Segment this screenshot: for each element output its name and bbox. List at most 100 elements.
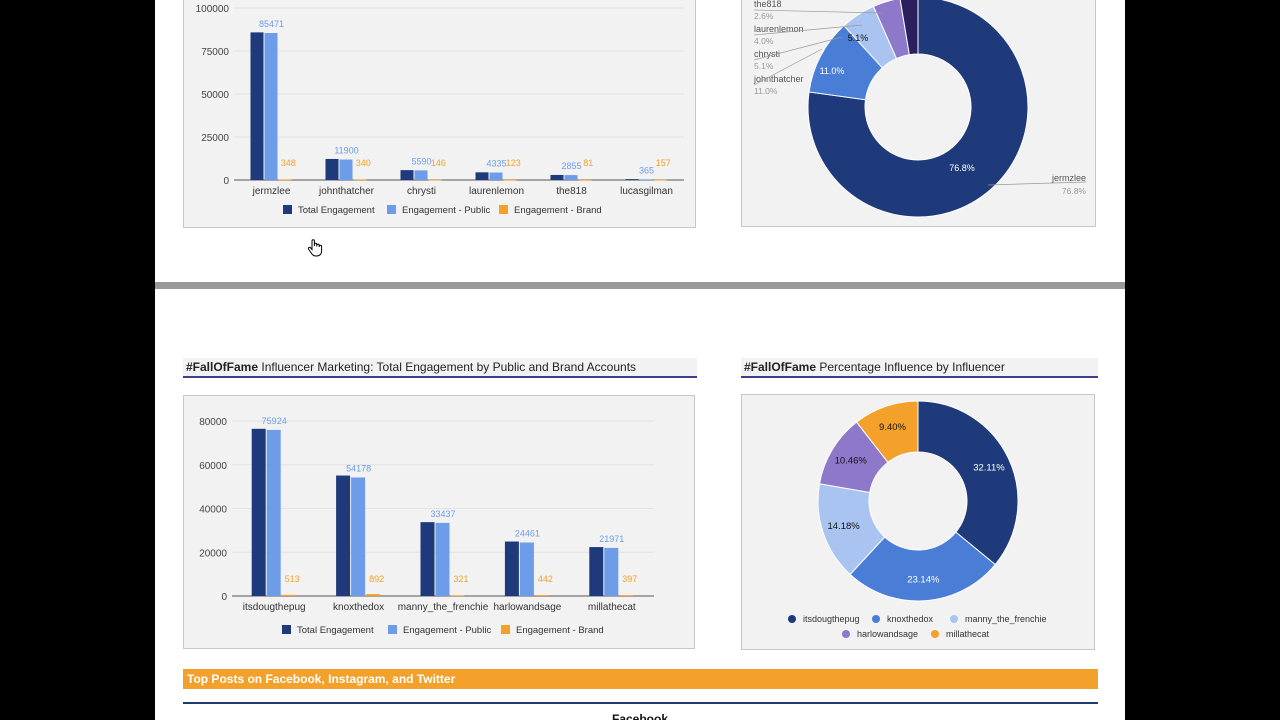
- legend-swatch: [388, 625, 397, 634]
- slice-label: 11.0%: [820, 66, 845, 76]
- bar-total: [589, 547, 604, 596]
- pie-title-text: Percentage Influence by Influencer: [816, 360, 1005, 374]
- callout-line: [753, 48, 823, 86]
- legend-label: Engagement - Public: [402, 205, 490, 216]
- callout-pct: 11.0%: [754, 86, 778, 96]
- bottom-pie-chart-panel: 32.11% 23.14% 14.18% 10.46% 9.40% itsdougthep…: [741, 394, 1095, 650]
- bar-public: [564, 175, 578, 180]
- pie-slice: [899, 0, 919, 56]
- brand-data-label: 397: [622, 574, 637, 584]
- bar-public: [414, 170, 428, 180]
- bar-public: [604, 547, 619, 596]
- legend-swatch: [788, 615, 796, 623]
- bar-total: [336, 475, 351, 596]
- bar-brand: [653, 179, 667, 181]
- x-tick-label: itsdougthepug: [243, 602, 306, 613]
- callout-name: laurenlemon: [754, 24, 804, 34]
- pie-slice: [917, 400, 1019, 566]
- legend-label: Engagement - Public: [403, 625, 491, 636]
- y-tick-label: 40000: [199, 505, 227, 516]
- legend-label: Total Engagement: [298, 205, 375, 216]
- slice-label: 23.14%: [907, 574, 940, 585]
- x-tick-label: the818: [556, 186, 587, 197]
- top-pie-chart: 76.8% 11.0% 5.1% the818 2.6% laurenlemon 4.0% c…: [753, 0, 1086, 218]
- legend-swatch: [387, 205, 396, 214]
- callout-line: [753, 36, 843, 61]
- bar-brand: [450, 595, 465, 597]
- bar-public: [339, 159, 353, 180]
- top-bar-chart: 0 25000 50000 75000 100000 85471 348 jermzlee 11…: [196, 4, 684, 216]
- pie-title-hashtag: #FallOfFame: [744, 360, 817, 374]
- brand-data-label: 321: [453, 574, 468, 584]
- pie-slice: [807, 0, 1029, 218]
- brand-data-label: 146: [431, 158, 446, 168]
- legend-swatch: [282, 625, 291, 634]
- public-data-label: 24461: [515, 528, 540, 538]
- bar-total: [400, 170, 414, 180]
- pie-slice: [855, 400, 919, 464]
- top-posts-header: Top Posts on Facebook, Instagram, and Tw…: [183, 669, 1098, 689]
- bar-brand: [534, 595, 549, 596]
- brand-data-label: 442: [538, 574, 553, 584]
- slice-label: 76.8%: [949, 163, 975, 173]
- legend-label: Engagement - Brand: [514, 205, 602, 216]
- slice-label: 9.40%: [879, 422, 906, 433]
- x-tick-label: johnthatcher: [318, 186, 375, 197]
- bar-public: [351, 477, 366, 596]
- facebook-section-label: Facebook: [611, 712, 668, 720]
- public-data-label: 5590: [411, 156, 431, 166]
- callout-name: chrysti: [754, 49, 780, 59]
- y-tick-label: 60000: [199, 461, 227, 472]
- public-data-label: 365: [639, 165, 654, 175]
- y-tick-label: 0: [221, 592, 227, 603]
- brand-data-label: 81: [583, 158, 593, 168]
- bar-brand: [503, 179, 517, 181]
- bar-brand: [281, 594, 296, 596]
- bar-chart-title: #FallOfFame Influencer Marketing: Total …: [183, 358, 697, 378]
- legend-swatch: [931, 630, 939, 638]
- top-pie-chart-panel: 76.8% 11.0% 5.1% the818 2.6% laurenlemon 4.0% c…: [741, 0, 1096, 227]
- slice-label: 10.46%: [835, 456, 868, 467]
- brand-data-label: 513: [285, 574, 300, 584]
- callout-pct: 2.6%: [754, 11, 774, 21]
- bottom-pie-chart: 32.11% 23.14% 14.18% 10.46% 9.40% itsdougthep…: [788, 400, 1047, 639]
- legend-swatch: [950, 615, 958, 623]
- public-data-label: 4335: [486, 159, 506, 169]
- bar-public: [519, 542, 534, 596]
- bottom-bar-chart: 0 20000 40000 60000 80000 75924 513 itsdougthep…: [199, 416, 654, 636]
- pie-chart-title: #FallOfFame Percentage Influence by Infl…: [741, 358, 1098, 378]
- legend-label: millathecat: [946, 629, 990, 639]
- top-bar-chart-panel: 0 25000 50000 75000 100000 85471 348 jermzlee 11…: [183, 0, 696, 228]
- dashboard-page: 0 25000 50000 75000 100000 85471 348 jermzlee 11…: [155, 0, 1125, 720]
- public-data-label: 21971: [599, 534, 624, 544]
- legend-swatch: [872, 615, 880, 623]
- bar-total: [325, 158, 339, 180]
- bar-public: [264, 32, 278, 180]
- slice-label: 32.11%: [973, 462, 1005, 473]
- brand-data-label: 340: [356, 158, 371, 168]
- callout-pct: 4.0%: [754, 36, 774, 46]
- bar-brand: [278, 179, 292, 181]
- brand-data-label: 348: [281, 158, 296, 168]
- y-tick-label: 75000: [201, 47, 229, 58]
- callout-name: the818: [754, 0, 782, 9]
- y-tick-label: 100000: [196, 4, 230, 15]
- x-tick-label: jermzlee: [252, 186, 291, 197]
- hand-cursor-icon: [305, 238, 325, 263]
- bar-total: [250, 32, 264, 180]
- x-tick-label: chrysti: [407, 186, 436, 197]
- bar-title-hashtag: #FallOfFame: [186, 360, 259, 374]
- x-tick-label: lucasgilman: [620, 186, 673, 197]
- public-data-label: 75924: [262, 416, 287, 426]
- facebook-divider: [183, 702, 1098, 704]
- callout-name: jermzlee: [1051, 173, 1086, 183]
- public-data-label: 33437: [430, 509, 455, 519]
- slice-label: 5.1%: [848, 33, 869, 43]
- bar-brand: [619, 595, 634, 596]
- bar-total: [475, 172, 489, 180]
- callout-line: [753, 24, 863, 36]
- y-tick-label: 50000: [201, 90, 229, 101]
- bar-brand: [353, 179, 367, 181]
- bar-total: [625, 179, 639, 180]
- public-data-label: 2855: [561, 161, 581, 171]
